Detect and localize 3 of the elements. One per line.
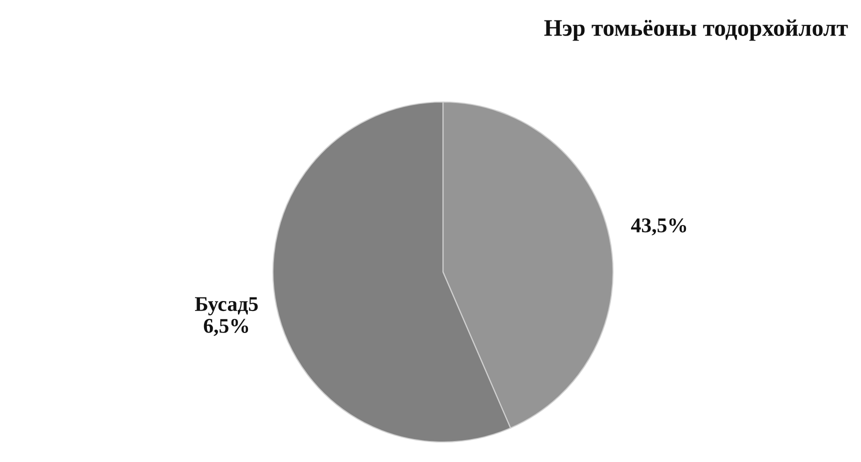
slice-label: Бусад5 6,5% (194, 297, 258, 336)
slice-label: 43,5% (631, 218, 686, 236)
chart-title: Нэр томьёоны тодорхойлолт (544, 19, 848, 41)
